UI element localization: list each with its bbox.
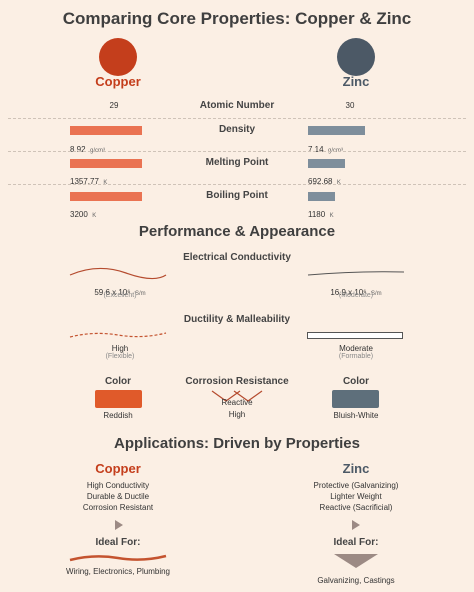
copper-app-heading: Copper: [95, 461, 141, 476]
copper-conductivity-value: 59.6 x 10⁶ S/m: [94, 288, 146, 297]
corrosion-label: Corrosion Resistance: [185, 376, 289, 387]
copper-ductility-value: High: [111, 344, 129, 353]
zinc-boiling-bar: [308, 192, 335, 201]
page-title: Comparing Core Properties: Copper & Zinc: [62, 9, 412, 28]
zinc-ideal-label: Ideal For:: [333, 537, 379, 548]
density-label: Density: [218, 124, 256, 135]
copper-boiling-value: 3200 K: [70, 210, 97, 219]
zinc-color-swatch: [332, 390, 379, 408]
row-divider: [8, 118, 466, 119]
copper-color-label: Color: [104, 376, 132, 387]
copper-boiling-bar: [70, 192, 142, 201]
copper-ideal-label: Ideal For:: [95, 537, 141, 548]
zinc-melting-bar: [308, 159, 345, 168]
copper-atomic-number: 29: [109, 101, 119, 110]
zinc-atomic-number: 30: [345, 101, 355, 110]
ductility-label: Ductility & Malleability: [183, 314, 291, 325]
copper-melting-value: 1357.77 K: [70, 177, 108, 186]
copper-melting-bar: [70, 159, 142, 168]
copper-uses-wave: [69, 554, 167, 562]
zinc-ductility-bar: [307, 332, 403, 339]
zinc-uses: Galvanizing, Castings: [317, 576, 395, 585]
copper-circle: [99, 38, 137, 76]
copper-uses: Wiring, Electronics, Plumbing: [65, 567, 171, 576]
copper-density-value: 8.92 g/cm³: [70, 145, 106, 154]
copper-color-value: Reddish: [103, 411, 133, 420]
list-item: High Conductivity: [86, 481, 150, 490]
copper-properties: High Conductivity Durable & Ductile Corr…: [48, 480, 188, 513]
applications-title: Applications: Driven by Properties: [114, 435, 360, 452]
zinc-properties: Protective (Galvanizing) Lighter Weight …: [286, 480, 426, 513]
performance-title: Performance & Appearance: [138, 223, 336, 240]
zinc-color-value: Bluish-White: [333, 411, 379, 420]
copper-arrow-icon: [115, 520, 123, 530]
list-item: Lighter Weight: [330, 492, 382, 501]
zinc-conductivity-value: 16.9 x 10⁶ S/m: [330, 288, 382, 297]
melting-point-label: Melting Point: [205, 157, 269, 168]
zinc-uses-shield: [334, 554, 378, 568]
list-item: Reactive (Sacrificial): [319, 503, 393, 512]
zinc-boiling-value: 1180 K: [308, 210, 334, 219]
copper-density-bar: [70, 126, 142, 135]
zinc-conductivity-note: (Moderate): [338, 292, 374, 299]
zinc-melting-value: 692.68 K: [308, 177, 341, 186]
copper-corrosion-value: Reactive: [221, 398, 253, 407]
zinc-color-label: Color: [342, 376, 370, 387]
zinc-heading: Zinc: [342, 74, 370, 89]
copper-ductility-note: (Flexible): [105, 353, 135, 360]
copper-heading: Copper: [95, 74, 141, 89]
zinc-density-value: 7.14 g/cm³: [308, 145, 344, 154]
zinc-circle: [337, 38, 375, 76]
corrosion-icon: [211, 390, 263, 402]
list-item: Durable & Ductile: [86, 492, 150, 501]
zinc-conductivity-wave: [307, 271, 405, 276]
conductivity-label: Electrical Conductivity: [183, 252, 291, 263]
zinc-arrow-icon: [352, 520, 360, 530]
atomic-number-label: Atomic Number: [199, 100, 275, 111]
row-divider: [8, 184, 466, 185]
copper-conductivity-wave: [69, 267, 167, 280]
boiling-point-label: Boiling Point: [206, 190, 268, 201]
list-item: Corrosion Resistant: [82, 503, 154, 512]
copper-ductility-wave: [69, 332, 167, 338]
copper-color-swatch: [95, 390, 142, 408]
zinc-corrosion-value: High: [228, 410, 246, 419]
zinc-ductility-value: Moderate: [339, 344, 373, 353]
zinc-ductility-note: (Formable): [338, 353, 374, 360]
zinc-density-bar: [308, 126, 365, 135]
list-item: Protective (Galvanizing): [313, 481, 399, 490]
row-divider: [8, 151, 466, 152]
zinc-app-heading: Zinc: [342, 461, 370, 476]
copper-conductivity-note: (Excellent): [103, 292, 137, 299]
